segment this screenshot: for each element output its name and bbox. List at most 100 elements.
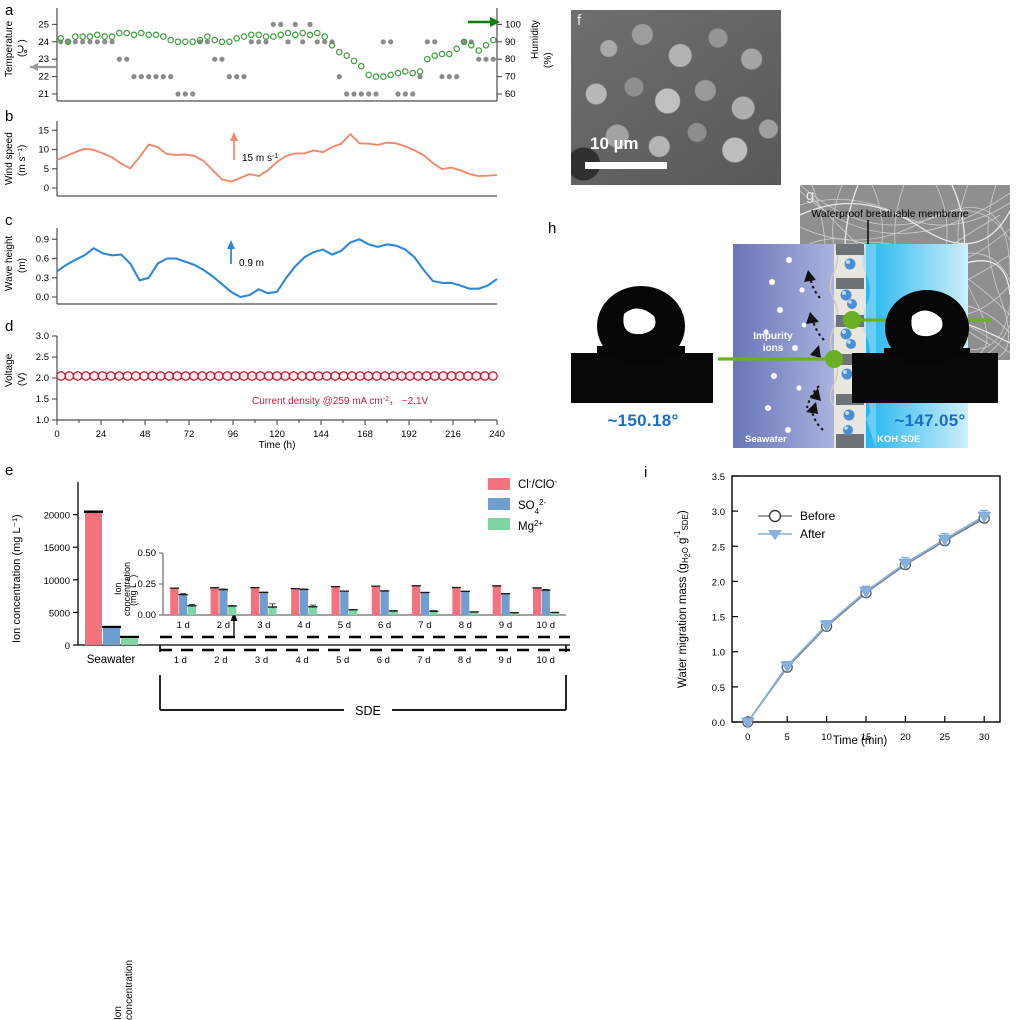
svg-text:70: 70	[505, 72, 516, 83]
panel-b-plot: 0 5 10 15 15 m s-1	[38, 121, 498, 197]
svg-text:60: 60	[505, 89, 516, 100]
svg-text:24: 24	[96, 429, 107, 440]
svg-text:144: 144	[313, 429, 329, 440]
svg-text:6 d: 6 d	[377, 655, 390, 666]
svg-text:72: 72	[184, 429, 195, 440]
svg-text:3.0: 3.0	[712, 507, 725, 518]
panel-g-letter: g	[806, 187, 815, 204]
legend-label-mg: Mg2+	[518, 519, 543, 534]
panel-i-plot: 0.0 0.5 1.0 1.5 2.0 2.5 3.0 3.5 0 5 10 15 20 25 30 Be…	[712, 472, 1001, 743]
svg-text:7 d: 7 d	[417, 655, 430, 666]
legend-swatch-so4	[488, 498, 510, 510]
panel-d: d Voltage (V) Time (h) 1.0 1.5 2.0 2.5 3.0 …	[0, 316, 560, 456]
svg-text:23: 23	[38, 54, 49, 65]
svg-text:0.50: 0.50	[138, 548, 157, 559]
panel-h: h Waterproof breathable membrane	[540, 198, 1024, 448]
svg-text:1.5: 1.5	[36, 394, 49, 405]
panel-d-plot: 1.0 1.5 2.0 2.5 3.0 0 24 48 72 96 120 144 168 192 21…	[36, 331, 505, 440]
panel-h-seawater-label: Seawater	[745, 434, 787, 445]
panel-f-scalebar-label: 10 µm	[590, 134, 639, 153]
svg-text:2.5: 2.5	[712, 542, 725, 553]
svg-text:8 d: 8 d	[459, 620, 472, 631]
svg-text:22: 22	[38, 72, 49, 83]
svg-text:10 d: 10 d	[537, 620, 556, 631]
panel-b-letter: b	[5, 108, 14, 125]
svg-text:2.0: 2.0	[712, 577, 725, 588]
bar-seawater-so4	[103, 627, 120, 645]
bar-seawater-mg	[121, 637, 138, 645]
svg-text:0.25: 0.25	[138, 579, 157, 590]
svg-text:30: 30	[979, 732, 990, 743]
svg-text:10: 10	[821, 732, 832, 743]
panel-c-annotation: 0.9 m	[239, 258, 264, 269]
panel-f-scalebar	[585, 162, 667, 169]
panel-f-letter: f	[577, 12, 582, 29]
svg-text:5000: 5000	[49, 608, 70, 619]
panel-h-letter: h	[548, 220, 557, 237]
svg-text:48: 48	[140, 429, 151, 440]
panel-d-xlabel: Time (h)	[258, 440, 296, 451]
svg-text:20: 20	[900, 732, 911, 743]
legend-swatch-mg	[488, 518, 510, 530]
svg-text:7 d: 7 d	[418, 620, 431, 631]
svg-text:15: 15	[861, 732, 872, 743]
panel-e-sde-bracket	[159, 675, 567, 711]
svg-text:5: 5	[44, 164, 49, 175]
panel-a: a Temperature (℃) Humidity (%) 21 22 23 24…	[0, 0, 560, 110]
svg-text:0: 0	[44, 183, 49, 194]
svg-text:1 d: 1 d	[174, 655, 187, 666]
svg-text:216: 216	[445, 429, 461, 440]
panel-e-cat-seawater: Seawater	[87, 654, 136, 666]
impurity-line1: Impurity	[753, 331, 793, 342]
svg-text:1 d: 1 d	[177, 620, 190, 631]
svg-text:0.0: 0.0	[36, 292, 49, 303]
legend-label-after: After	[800, 527, 825, 541]
legend-label-before: Before	[800, 509, 836, 523]
panel-h-membrane-label: Waterproof breathable membrane	[811, 208, 969, 220]
svg-text:0.6: 0.6	[36, 254, 49, 265]
svg-text:168: 168	[357, 429, 373, 440]
svg-text:192: 192	[401, 429, 417, 440]
panel-i: i Water migration mass (gH2O g-1SDE) Tim…	[610, 460, 1024, 757]
svg-text:10000: 10000	[44, 576, 70, 587]
svg-text:9 d: 9 d	[499, 620, 512, 631]
svg-text:2 d: 2 d	[217, 620, 230, 631]
legend-marker-after	[768, 530, 782, 541]
svg-text:25: 25	[38, 19, 49, 30]
svg-text:6 d: 6 d	[378, 620, 391, 631]
svg-text:10 d: 10 d	[536, 655, 555, 666]
panel-c: c Wave height (m) 0.0 0.3 0.6 0.9 0.9 m	[0, 212, 560, 320]
panel-h-sde-label: KOH SDE	[877, 434, 921, 445]
svg-text:4 d: 4 d	[295, 655, 308, 666]
svg-text:90: 90	[505, 37, 516, 48]
water-molecules	[840, 258, 857, 435]
svg-text:15: 15	[38, 125, 49, 136]
svg-text:0.00: 0.00	[138, 610, 157, 621]
panel-e-inset-pointer	[230, 612, 238, 637]
panel-h-left-angle: ~150.18°	[607, 411, 679, 430]
panel-b-annotation: 15 m s-1	[242, 153, 278, 165]
panel-e-letter: e	[5, 462, 14, 479]
panel-d-letter: d	[5, 318, 14, 335]
svg-text:0.5: 0.5	[712, 683, 725, 694]
panel-i-letter: i	[644, 464, 648, 481]
svg-text:4 d: 4 d	[297, 620, 310, 631]
svg-text:0: 0	[54, 429, 59, 440]
panel-f-image: f 10 µm	[571, 10, 781, 185]
svg-text:3.0: 3.0	[36, 331, 49, 342]
panel-a-letter: a	[5, 2, 14, 19]
svg-text:0.3: 0.3	[36, 273, 49, 284]
svg-text:0.9: 0.9	[36, 234, 49, 245]
panel-c-letter: c	[5, 212, 13, 229]
svg-text:5 d: 5 d	[336, 655, 349, 666]
svg-text:5 d: 5 d	[338, 620, 351, 631]
svg-text:1.5: 1.5	[712, 613, 725, 624]
svg-text:1.0: 1.0	[712, 648, 725, 659]
svg-text:96: 96	[228, 429, 239, 440]
panel-h-right-angle: ~147.05°	[894, 411, 966, 430]
panel-e-sde-label: SDE	[355, 704, 381, 718]
panel-e-inset-yunit-text: (mg L-1)	[126, 574, 138, 606]
panel-h-impurity-label: Impurity ions	[736, 331, 810, 355]
panel-e-legend: Cl-/ClO- SO42- Mg2+	[488, 477, 558, 534]
svg-text:120: 120	[269, 429, 285, 440]
